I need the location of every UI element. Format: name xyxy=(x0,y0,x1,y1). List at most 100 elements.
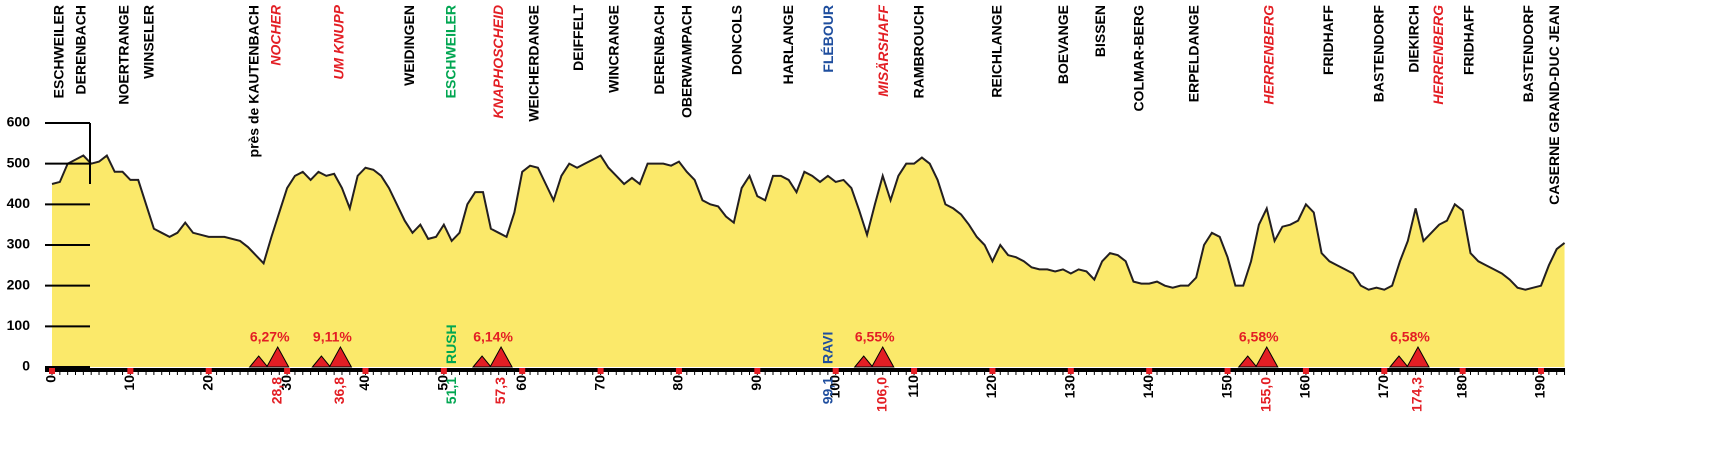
x-tick-label: 120 xyxy=(983,375,999,399)
x-tick xyxy=(1146,368,1153,374)
climb-grade: 6,14% xyxy=(473,329,513,345)
climb-icon xyxy=(489,345,513,368)
climb-km: 57,3 xyxy=(492,377,508,404)
place-name: ERPELDANGE xyxy=(1185,5,1201,102)
x-tick-label: 80 xyxy=(670,375,686,391)
place-name: KNAPHOSCHEID xyxy=(490,5,506,119)
x-tick xyxy=(1381,368,1388,374)
climb-grade: 6,27% xyxy=(250,329,290,345)
sprint-name: RUSH xyxy=(443,324,459,364)
climb-icon-small xyxy=(1388,355,1410,368)
y-tick-label: 600 xyxy=(7,114,31,130)
place-name: FRIDHAFF xyxy=(1460,5,1476,75)
climb-km: 155,0 xyxy=(1257,377,1273,412)
climb-km: 28,8 xyxy=(268,377,284,404)
place-name: UM KNUPP xyxy=(330,4,346,79)
climb-icon-small xyxy=(248,355,269,368)
x-tick-label: 100 xyxy=(826,375,842,399)
climb-icon xyxy=(870,345,895,368)
place-name: ESCHWEILER xyxy=(442,5,458,98)
place-name: BASTENDORF xyxy=(1520,5,1536,103)
x-tick-label: 110 xyxy=(905,375,921,398)
x-tick xyxy=(832,368,839,374)
x-tick-label: 160 xyxy=(1297,375,1313,399)
x-tick-label: 70 xyxy=(591,375,607,391)
x-tick-label: 180 xyxy=(1453,375,1469,399)
x-tick-label: 40 xyxy=(356,375,372,391)
x-tick xyxy=(1067,368,1074,374)
x-tick xyxy=(362,368,369,374)
x-tick-label: 50 xyxy=(435,375,451,391)
climb-grade: 6,58% xyxy=(1239,329,1279,345)
x-tick xyxy=(1224,368,1231,374)
x-tick xyxy=(205,368,212,374)
place-name: FRIDHAFF xyxy=(1320,5,1336,75)
y-tick-label: 0 xyxy=(22,358,30,374)
climb-icon-small xyxy=(1237,355,1258,368)
place-name: près de KAUTENBACH xyxy=(246,5,262,157)
place-name: NOERTRANGE xyxy=(116,5,132,105)
x-tick-label: 20 xyxy=(199,375,215,391)
y-tick-label: 200 xyxy=(7,276,31,292)
x-tick-label: 90 xyxy=(748,375,764,391)
place-name: ESCHWEILER xyxy=(51,5,67,98)
x-tick xyxy=(1459,368,1466,374)
climb-grade: 6,55% xyxy=(855,329,895,345)
place-name: DONCOLS xyxy=(728,5,744,75)
elevation-area xyxy=(52,155,1565,367)
x-tick xyxy=(1302,368,1309,374)
place-name: DIEKIRCH xyxy=(1406,5,1422,73)
place-name: BASTENDORF xyxy=(1370,5,1386,103)
x-tick xyxy=(989,368,996,374)
place-name: MISÄRSHAFF xyxy=(875,5,891,97)
x-tick xyxy=(597,368,604,374)
y-tick-label: 500 xyxy=(7,154,31,170)
x-tick xyxy=(440,368,447,374)
x-tick xyxy=(519,368,526,374)
x-tick-label: 30 xyxy=(278,375,294,391)
y-tick-label: 300 xyxy=(7,236,31,252)
x-tick xyxy=(675,368,682,374)
x-tick-label: 0 xyxy=(43,375,59,383)
place-name: WEIDINGEN xyxy=(401,5,417,86)
x-tick-label: 190 xyxy=(1532,375,1548,399)
place-name: COLMAR-BERG xyxy=(1130,5,1146,112)
place-name: REICHLANGE xyxy=(989,5,1005,98)
climb-icon-small xyxy=(311,355,332,368)
place-name: FLÉBOUR xyxy=(820,5,836,73)
x-tick-label: 10 xyxy=(121,375,137,391)
place-name: CASERNE GRAND-DUC JEAN xyxy=(1546,5,1562,205)
place-name: RAMBROUCH xyxy=(910,5,926,98)
climb-icon xyxy=(1406,345,1430,368)
climb-km: 174,3 xyxy=(1409,377,1425,412)
y-tick-label: 400 xyxy=(7,195,31,211)
place-name: WINCRANGE xyxy=(605,5,621,93)
sprint-km: 99,1 xyxy=(819,377,835,404)
x-tick-label: 140 xyxy=(1140,375,1156,399)
x-tick-label: 170 xyxy=(1375,375,1391,399)
climb-km: 36,8 xyxy=(331,377,347,404)
place-name: BISSEN xyxy=(1092,5,1108,57)
x-tick-label: 150 xyxy=(1218,375,1234,399)
place-name: BOEVANGE xyxy=(1055,5,1071,84)
place-name: NOCHER xyxy=(268,4,284,66)
x-tick-label: 60 xyxy=(513,375,529,391)
x-tick xyxy=(911,368,918,374)
place-name: WEICHERDANGE xyxy=(525,5,541,122)
elevation-line xyxy=(51,153,1566,291)
climb-grade: 6,58% xyxy=(1390,329,1430,345)
climb-icon xyxy=(328,345,353,368)
x-tick xyxy=(754,368,761,374)
climb-grade: 9,11% xyxy=(313,329,352,345)
x-tick xyxy=(49,368,55,374)
sprint-name: RAVI xyxy=(819,332,835,364)
climb-icon xyxy=(265,345,290,368)
place-name: WINSELER xyxy=(141,5,157,79)
climb-icon xyxy=(1254,345,1279,368)
place-name: OBERWAMPACH xyxy=(678,5,694,118)
place-name: HERRENBERG xyxy=(1430,5,1446,105)
climb-km: 106,0 xyxy=(873,377,889,412)
climb-icon-small xyxy=(472,355,493,368)
x-tick-label: 130 xyxy=(1062,375,1078,399)
